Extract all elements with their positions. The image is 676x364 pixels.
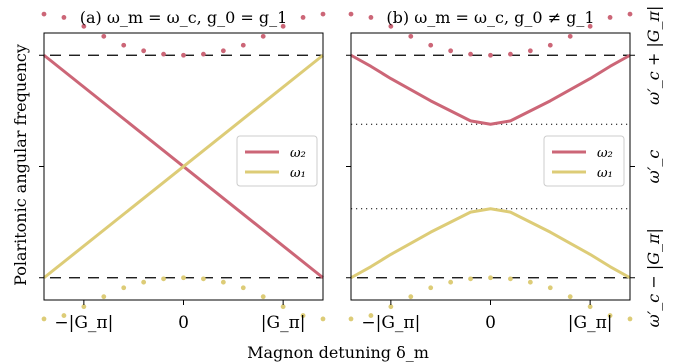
series-point [101,33,107,39]
series-point [388,304,394,310]
series-point [527,279,533,285]
series-point [587,304,593,310]
series-point [468,276,473,282]
legend-label: ω₂ [290,146,306,161]
right-tick-label: ω′_c − |G_π| [644,228,663,327]
x-tick-label: 0 [178,313,189,333]
series-point [348,11,354,17]
series-line-ω₂ [350,53,631,126]
series-point [141,48,147,54]
series-point [300,15,306,20]
series-point [240,285,246,291]
legend-label: ω₁ [597,166,613,181]
y-axis-label: Polaritonic angular frequency [11,44,30,286]
series-point [101,294,107,300]
series-point [567,294,573,300]
series-point [408,294,414,300]
series-line-ω₁ [43,54,324,279]
series-point [388,23,394,29]
series-point [240,42,246,48]
panel-b: −|G_π| 0 |G_π| ω′_c + |G_π| ω′_c ω′_c − |G_π|… [346,6,663,333]
series-point [260,294,266,300]
x-tick-label: 0 [485,313,496,333]
series-point [280,304,286,310]
series-point [408,33,414,39]
right-tick-label: ω′_c + |G_π| [644,6,663,105]
series-point [567,33,573,39]
series-point [448,279,454,285]
series-point [348,316,354,322]
series-point [181,52,186,58]
series-point [368,15,374,20]
series-point [607,313,613,318]
series-point [320,11,326,17]
series-point [201,51,206,57]
series-point [607,15,613,20]
legend-label: ω₁ [290,166,306,181]
series-point [488,275,493,281]
series-point [428,285,434,291]
series-point [547,42,553,48]
series-point [121,42,127,48]
series-point [220,48,226,54]
series-point [488,52,493,58]
series-point [508,51,513,57]
series-point [428,42,434,48]
series-point [41,11,47,17]
series-point [81,23,87,29]
legend: ω₂ ω₁ [543,135,625,187]
series-point [627,316,633,322]
right-tick-label: ω′_c [644,150,663,184]
series-point [161,276,166,282]
series-point [627,11,633,17]
panel-a: −|G_π| 0 |G_π| (a) ω_m = ω_c, g_0 = g_1 ω₂ ω₁ [39,8,326,333]
series-point [300,313,306,318]
x-tick-label: |G_π| [568,313,613,333]
series-point [448,48,454,54]
legend-label: ω₂ [597,146,613,161]
series-point [81,304,87,310]
series-line-ω₁ [350,207,631,280]
series-point [61,15,67,20]
series-point [527,48,533,54]
x-tick-label: −|G_π| [361,313,420,333]
series-point [508,276,513,282]
series-point [121,285,127,291]
series-point [587,23,593,29]
series-point [280,23,286,29]
series-point [220,279,226,285]
series-point [320,316,326,322]
series-point [41,316,47,322]
series-point [368,313,374,318]
series-point [181,275,186,281]
series-point [547,285,553,291]
series-point [61,313,67,318]
chart-title: (b) ω_m = ω_c, g_0 ≠ g_1 [386,8,594,27]
x-axis-label: Magnon detuning δ_m [247,343,429,362]
series-point [161,51,166,57]
series-point [141,279,147,285]
x-tick-label: −|G_π| [54,313,113,333]
series-point [260,33,266,39]
legend: ω₂ ω₁ [236,135,318,187]
x-tick-label: |G_π| [261,313,306,333]
chart-title: (a) ω_m = ω_c, g_0 = g_1 [80,8,288,27]
series-point [201,276,206,282]
series-point [468,51,473,57]
